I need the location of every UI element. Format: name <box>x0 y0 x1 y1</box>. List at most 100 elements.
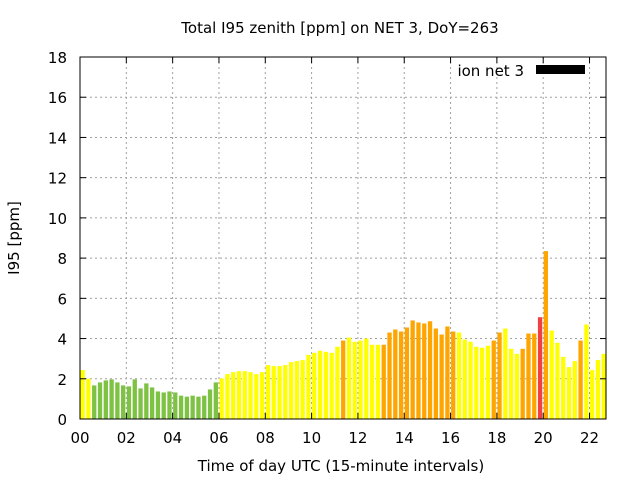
x-tick-label: 10 <box>302 429 321 447</box>
bar <box>398 331 404 419</box>
bar <box>364 338 369 419</box>
bar <box>433 328 438 419</box>
bar <box>184 396 190 419</box>
x-tick-label: 18 <box>487 429 506 447</box>
x-tick-label: 00 <box>70 429 89 447</box>
bar <box>196 396 201 419</box>
bar <box>213 382 218 419</box>
bar <box>572 361 577 419</box>
bar <box>329 352 334 419</box>
x-tick-label: 20 <box>534 429 553 447</box>
x-tick-label: 08 <box>256 429 275 447</box>
x-tick-label: 06 <box>209 429 228 447</box>
bar <box>404 327 410 419</box>
y-tick-label: 14 <box>48 129 67 147</box>
bar <box>219 378 224 419</box>
bar <box>497 332 502 419</box>
bar <box>323 351 328 419</box>
x-tick-label: 16 <box>441 429 460 447</box>
bar <box>80 370 85 419</box>
legend-swatch <box>536 65 585 74</box>
y-axis-label: I95 [ppm] <box>5 201 23 275</box>
bar <box>178 395 184 419</box>
bar <box>480 347 485 419</box>
bar <box>595 360 601 419</box>
bar <box>427 321 433 419</box>
bar <box>277 366 282 419</box>
x-tick-label: 12 <box>348 429 367 447</box>
bar <box>190 395 195 419</box>
bar <box>561 356 566 419</box>
bar <box>462 339 467 419</box>
bar <box>202 395 207 419</box>
bar <box>155 391 161 419</box>
bar <box>393 329 398 419</box>
bar <box>254 374 259 419</box>
bar <box>283 365 288 419</box>
bar <box>410 320 415 419</box>
x-tick-label: 04 <box>163 429 182 447</box>
bar <box>92 385 97 419</box>
y-tick-label: 10 <box>48 210 67 228</box>
bar <box>416 322 421 419</box>
x-axis-label: Time of day UTC (15-minute intervals) <box>197 457 484 475</box>
bar <box>248 372 253 419</box>
bar <box>474 346 479 419</box>
bar <box>422 323 427 419</box>
y-tick-label: 18 <box>48 49 67 67</box>
bar <box>346 337 352 419</box>
bar <box>259 372 265 419</box>
grid-lines <box>80 57 606 419</box>
bar <box>126 386 132 419</box>
y-tick-label: 0 <box>57 411 67 429</box>
bar <box>532 333 537 419</box>
bar <box>231 372 236 419</box>
bar <box>468 341 473 419</box>
bar <box>341 340 346 419</box>
bar <box>456 332 462 419</box>
bar <box>167 391 172 419</box>
chart-title: Total I95 zenith [ppm] on NET 3, DoY=263 <box>180 19 498 37</box>
bar <box>271 366 276 419</box>
bar <box>387 332 392 419</box>
bar <box>590 370 595 419</box>
bar <box>294 361 300 419</box>
bar <box>306 354 311 419</box>
bar <box>207 389 213 419</box>
bar <box>115 382 120 419</box>
bar <box>370 344 375 419</box>
bar <box>149 387 155 419</box>
plot-frame <box>79 56 607 420</box>
bar <box>132 379 137 419</box>
bar <box>138 388 143 419</box>
bars <box>80 251 606 419</box>
bar <box>335 346 340 419</box>
bar <box>584 324 589 419</box>
bar <box>537 317 543 419</box>
bar <box>161 392 166 419</box>
bar <box>317 350 323 419</box>
bar <box>352 341 357 419</box>
legend-label: ion net 3 <box>457 62 524 80</box>
bar <box>236 371 242 419</box>
y-tick-label: 2 <box>57 371 67 389</box>
y-tick-label: 12 <box>48 170 67 188</box>
bar <box>109 379 114 419</box>
x-tick-label: 22 <box>580 429 599 447</box>
bar <box>543 251 548 419</box>
bar <box>86 378 91 419</box>
bar <box>103 380 108 419</box>
bar <box>265 365 271 419</box>
bar <box>601 353 606 419</box>
legend: ion net 3 <box>457 62 585 80</box>
bar <box>312 352 317 419</box>
y-tick-label: 6 <box>57 290 67 308</box>
bar <box>242 371 247 419</box>
bar <box>503 328 508 419</box>
bar <box>225 374 230 419</box>
bar <box>491 340 496 419</box>
bar <box>173 392 178 419</box>
bar <box>520 348 525 419</box>
bar <box>381 344 386 419</box>
